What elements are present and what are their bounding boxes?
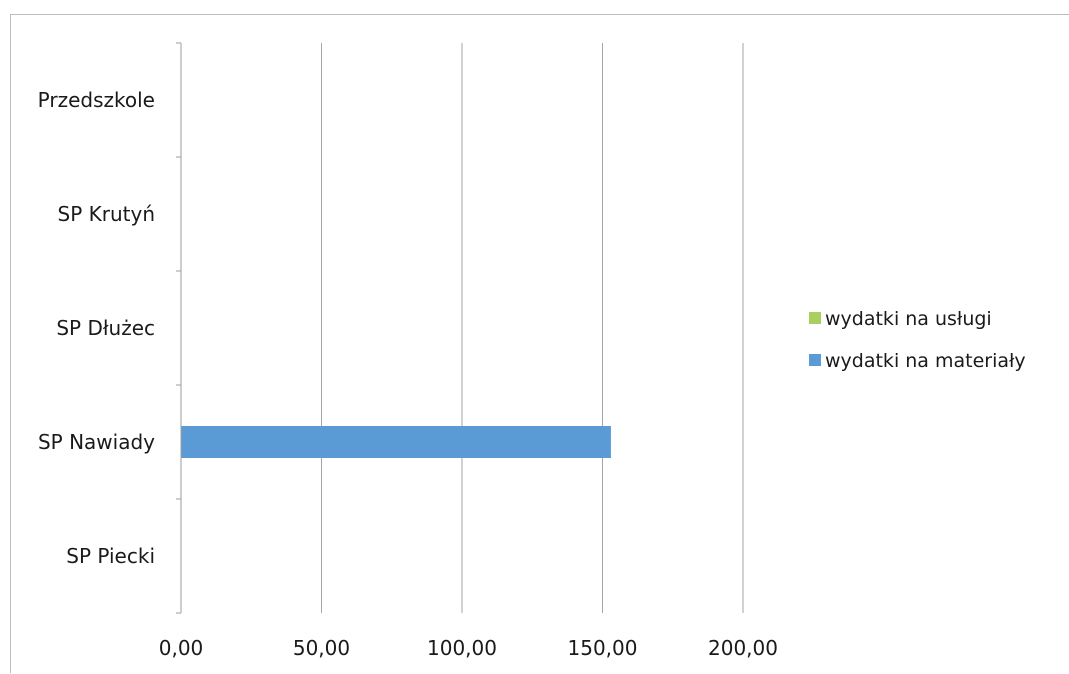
category-label: SP Piecki: [66, 544, 155, 568]
category-label: SP Nawiady: [38, 430, 155, 454]
chart-frame: SP Piecki SP Nawiady SP Dłużec SP Krutyń Prz…: [10, 14, 1069, 673]
legend-entry-label: wydatki na materiały: [825, 350, 1026, 372]
x-tick-label: 100,00: [427, 636, 497, 660]
category-label: SP Krutyń: [58, 202, 155, 226]
x-tick-label: 0,00: [159, 636, 204, 660]
chart-svg: SP Piecki SP Nawiady SP Dłużec SP Krutyń Prz…: [38, 42, 1026, 660]
x-tick-label: 50,00: [293, 636, 350, 660]
bars: [181, 426, 611, 458]
x-tick-label: 200,00: [708, 636, 778, 660]
category-label: SP Dłużec: [56, 316, 155, 340]
x-tick-label: 150,00: [568, 636, 638, 660]
category-labels: SP Piecki SP Nawiady SP Dłużec SP Krutyń Prz…: [38, 88, 155, 568]
y-axis: [176, 42, 182, 614]
legend-entry-label: wydatki na usługi: [825, 308, 992, 330]
bar-materialy: [181, 426, 611, 458]
category-label: Przedszkole: [38, 88, 155, 112]
legend-swatch: [809, 354, 821, 366]
legend: wydatki na usługi wydatki na materiały: [809, 308, 1026, 372]
gridlines: [321, 43, 744, 613]
legend-swatch: [809, 312, 821, 324]
x-tick-labels: 0,00 50,00 100,00 150,00 200,00: [159, 636, 778, 660]
